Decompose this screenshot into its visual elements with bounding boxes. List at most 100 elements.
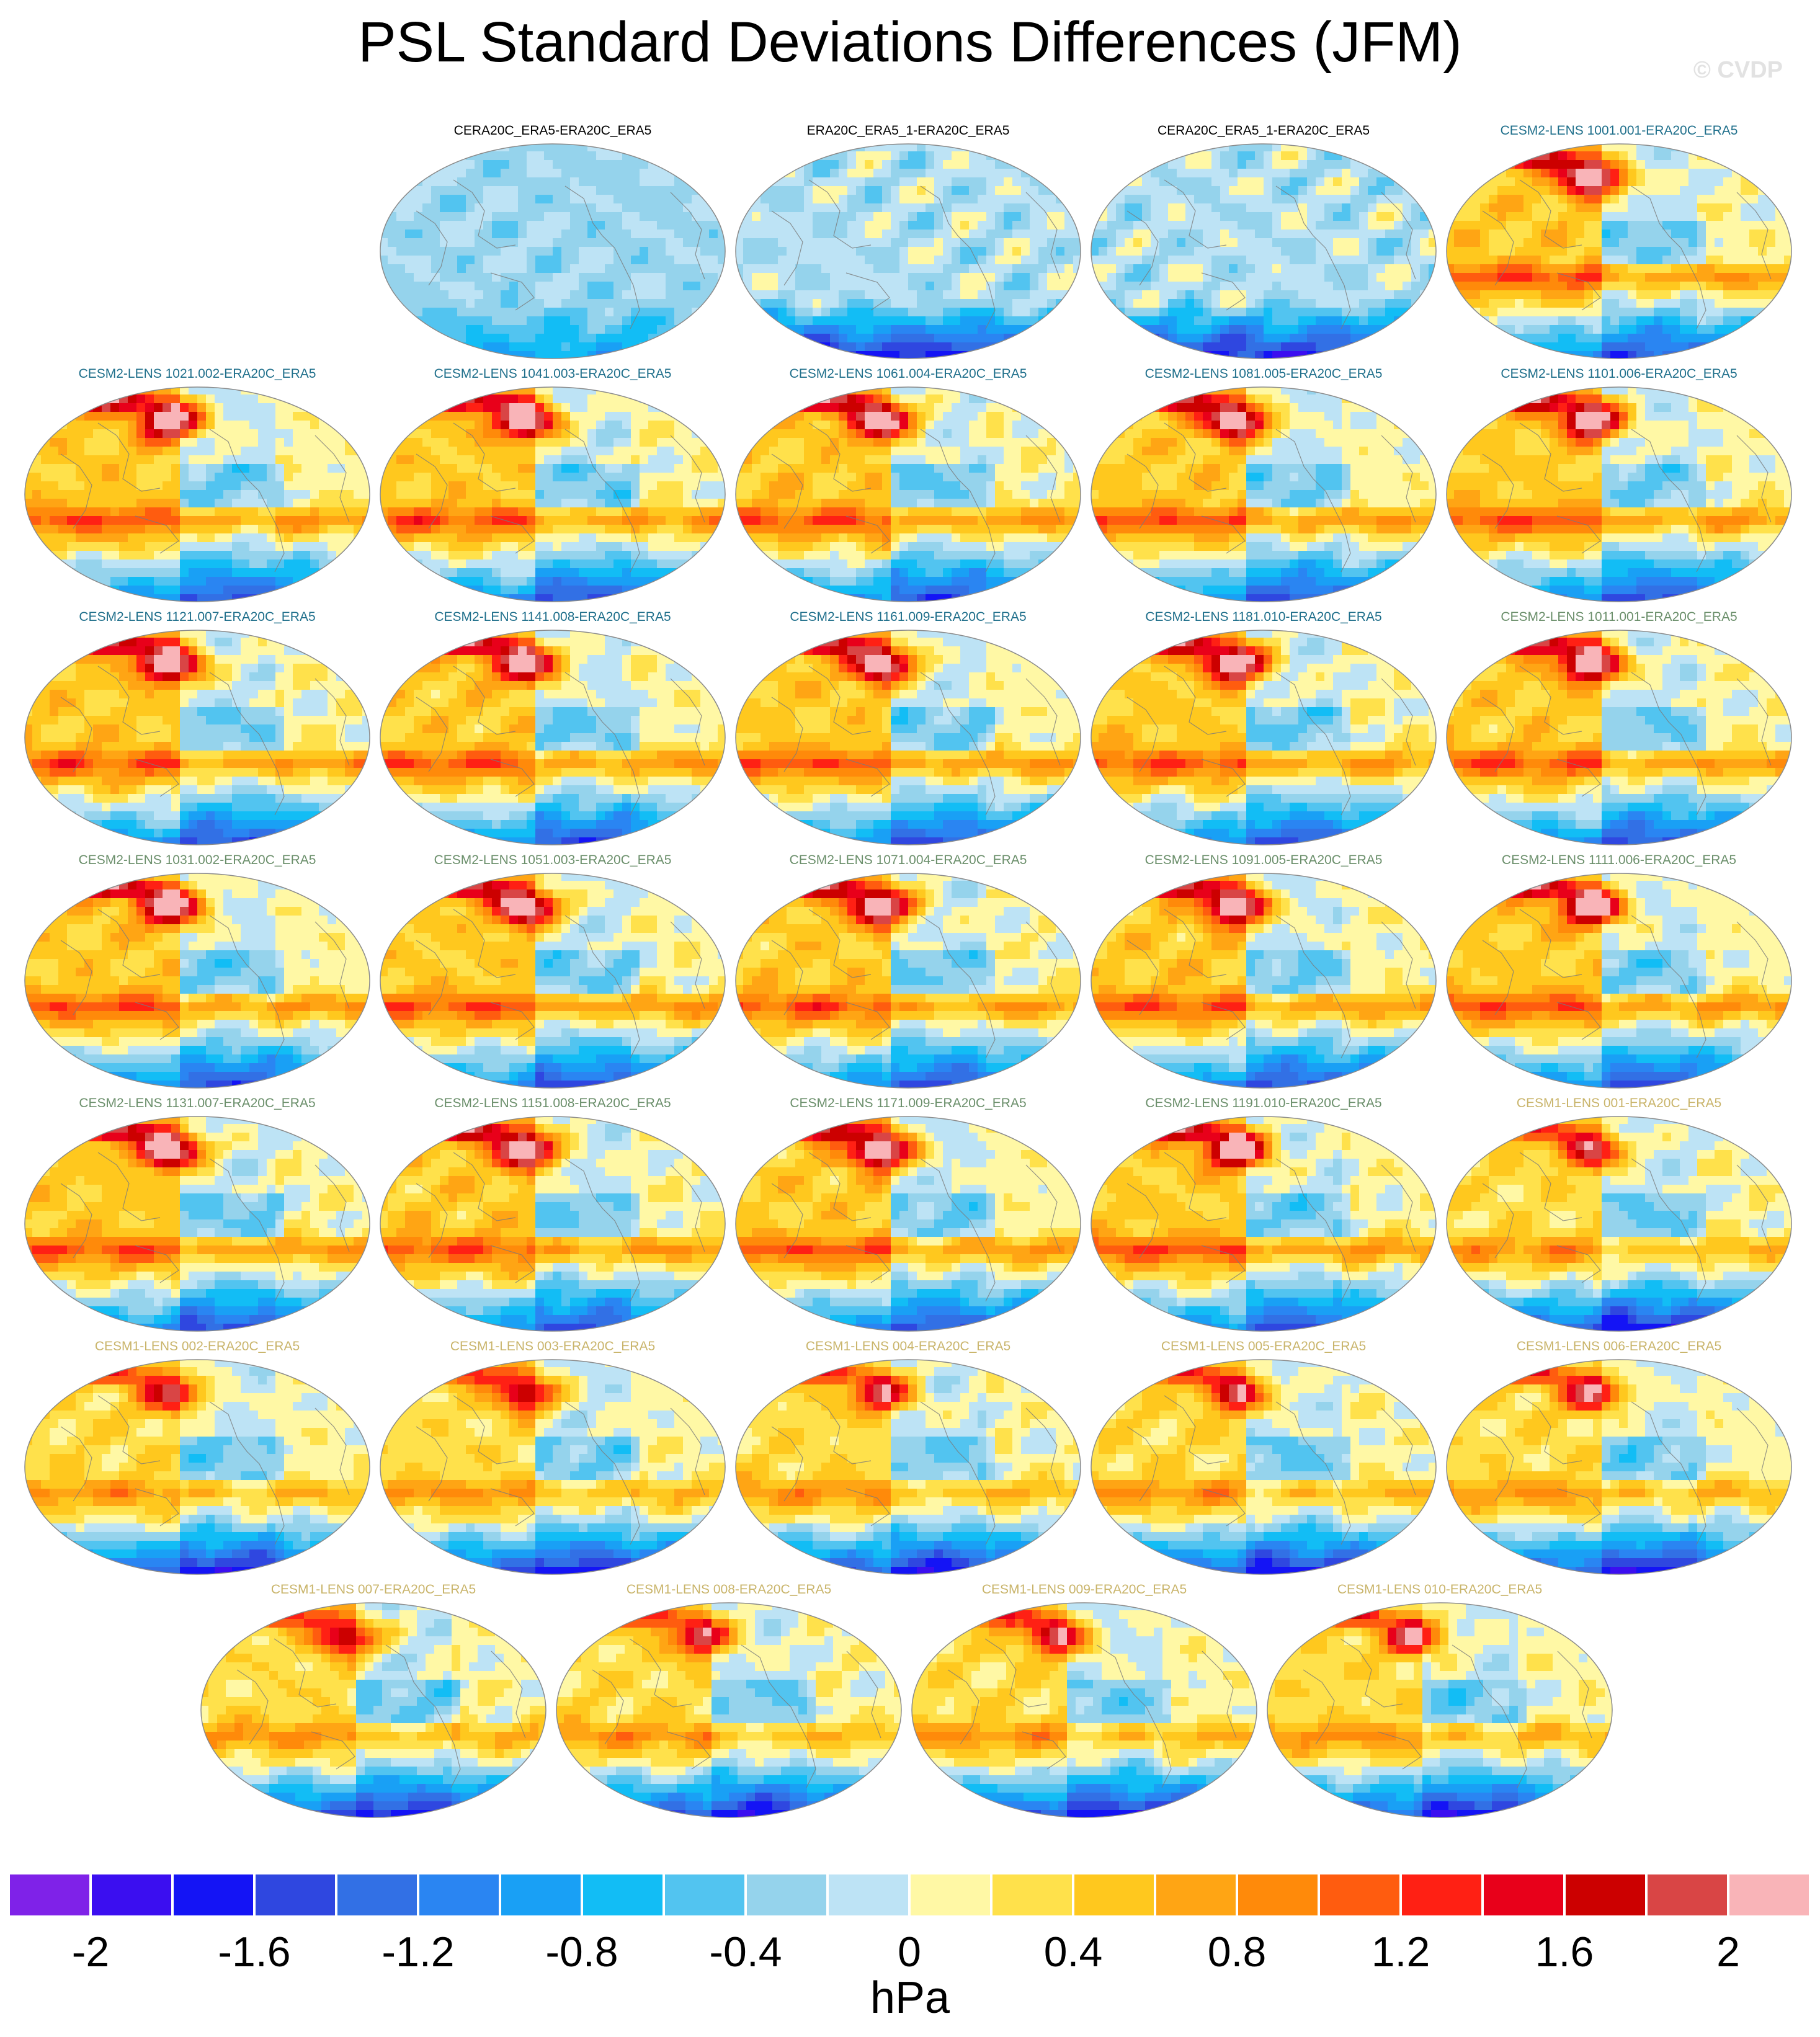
map-panel: CESM1-LENS 008-ERA20C_ERA5 [555,1583,903,1821]
panel-title: CESM1-LENS 002-ERA20C_ERA5 [0,1340,396,1353]
map-panel: CESM2-LENS 1051.003-ERA20C_ERA5 [379,854,726,1092]
map-panel: CESM1-LENS 006-ERA20C_ERA5 [1445,1340,1793,1578]
panel-title: CESM2-LENS 1081.005-ERA20C_ERA5 [1065,367,1462,380]
map-panel: CESM2-LENS 1131.007-ERA20C_ERA5 [24,1097,371,1335]
map-panel: CESM2-LENS 1181.010-ERA20C_ERA5 [1090,610,1437,849]
panel-title: CESM2-LENS 1101.006-ERA20C_ERA5 [1421,367,1818,380]
colorbar-box [91,1873,172,1917]
robinson-map [556,1602,902,1818]
panel-title: CESM2-LENS 1141.008-ERA20C_ERA5 [354,610,751,623]
robinson-map [735,1116,1081,1332]
robinson-map [1091,1359,1437,1575]
robinson-map [1091,143,1437,359]
robinson-map [24,386,370,602]
map-panel: CESM2-LENS 1011.001-ERA20C_ERA5 [1445,610,1793,849]
robinson-map [1446,630,1792,845]
colorbar-box [1319,1873,1401,1917]
colorbar-box [1237,1873,1319,1917]
robinson-map [1091,873,1437,1089]
map-panel: CESM1-LENS 005-ERA20C_ERA5 [1090,1340,1437,1578]
colorbar-box [582,1873,664,1917]
colorbar-tick-label: 0.8 [1208,1928,1267,1976]
map-panel: CESM2-LENS 1191.010-ERA20C_ERA5 [1090,1097,1437,1335]
robinson-map [911,1602,1257,1818]
colorbar-box [418,1873,500,1917]
panel-title: CESM1-LENS 004-ERA20C_ERA5 [710,1340,1107,1353]
map-panel: CESM2-LENS 1091.005-ERA20C_ERA5 [1090,854,1437,1092]
robinson-map [380,143,726,359]
colorbar-box [9,1873,91,1917]
colorbar-tick-label: 1.6 [1535,1928,1594,1976]
panel-title: CESM2-LENS 1021.002-ERA20C_ERA5 [0,367,396,380]
robinson-map [380,630,726,845]
robinson-map [735,386,1081,602]
panel-title: CERA20C_ERA5_1-ERA20C_ERA5 [1065,124,1462,137]
robinson-map [1446,873,1792,1089]
map-panel: CESM2-LENS 1151.008-ERA20C_ERA5 [379,1097,726,1335]
map-panel: CESM2-LENS 1001.001-ERA20C_ERA5 [1445,124,1793,362]
robinson-map [1446,386,1792,602]
panel-title: CESM2-LENS 1171.009-ERA20C_ERA5 [710,1097,1107,1110]
map-panel: ERA20C_ERA5_1-ERA20C_ERA5 [734,124,1082,362]
colorbar-tick-label: 1.2 [1372,1928,1430,1976]
panel-title: CESM1-LENS 009-ERA20C_ERA5 [886,1583,1283,1596]
robinson-map [1446,1359,1792,1575]
panel-title: CESM1-LENS 006-ERA20C_ERA5 [1421,1340,1818,1353]
chart-title: PSL Standard Deviations Differences (JFM… [0,11,1820,74]
robinson-map [24,873,370,1089]
map-panel: CESM2-LENS 1161.009-ERA20C_ERA5 [734,610,1082,849]
panel-title: CESM2-LENS 1131.007-ERA20C_ERA5 [0,1097,396,1110]
map-panel: CESM1-LENS 007-ERA20C_ERA5 [200,1583,547,1821]
colorbar-tick-label: -1.2 [381,1928,454,1976]
colorbar-tick-label: -1.6 [218,1928,290,1976]
map-panel: CESM1-LENS 010-ERA20C_ERA5 [1266,1583,1613,1821]
map-panel: CESM1-LENS 001-ERA20C_ERA5 [1445,1097,1793,1335]
colorbar-box [746,1873,827,1917]
panel-title: CESM1-LENS 010-ERA20C_ERA5 [1241,1583,1638,1596]
robinson-map [1091,386,1437,602]
colorbar-tick-label: 0 [898,1928,921,1976]
panel-title: CESM2-LENS 1061.004-ERA20C_ERA5 [710,367,1107,380]
colorbar-box [1155,1873,1237,1917]
panel-title: CESM1-LENS 008-ERA20C_ERA5 [530,1583,927,1596]
colorbar-tick-label: -2 [72,1928,109,1976]
map-panel: CERA20C_ERA5-ERA20C_ERA5 [379,124,726,362]
panel-title: CESM2-LENS 1071.004-ERA20C_ERA5 [710,854,1107,867]
colorbar-box [664,1873,746,1917]
panel-title: CESM2-LENS 1051.003-ERA20C_ERA5 [354,854,751,867]
panel-title: CESM2-LENS 1011.001-ERA20C_ERA5 [1421,610,1818,623]
map-panel: CESM2-LENS 1081.005-ERA20C_ERA5 [1090,367,1437,605]
colorbar-box [1646,1873,1728,1917]
colorbar-box [336,1873,418,1917]
map-panel: CESM1-LENS 009-ERA20C_ERA5 [911,1583,1258,1821]
map-panel: CESM2-LENS 1061.004-ERA20C_ERA5 [734,367,1082,605]
colorbar-box [1401,1873,1483,1917]
map-panel: CESM1-LENS 004-ERA20C_ERA5 [734,1340,1082,1578]
colorbar-box [1073,1873,1155,1917]
cvdp-watermark: © CVDP [1693,57,1783,84]
colorbar-tick-label: 0.4 [1044,1928,1103,1976]
map-panel: CESM2-LENS 1141.008-ERA20C_ERA5 [379,610,726,849]
panel-title: CESM2-LENS 1001.001-ERA20C_ERA5 [1421,124,1818,137]
panel-title: CESM2-LENS 1111.006-ERA20C_ERA5 [1421,854,1818,867]
colorbar-box [500,1873,582,1917]
panel-title: CESM2-LENS 1161.009-ERA20C_ERA5 [710,610,1107,623]
map-panel: CESM2-LENS 1171.009-ERA20C_ERA5 [734,1097,1082,1335]
robinson-map [380,873,726,1089]
robinson-map [380,1116,726,1332]
robinson-map [735,143,1081,359]
panel-title: CESM2-LENS 1091.005-ERA20C_ERA5 [1065,854,1462,867]
robinson-map [24,630,370,845]
panel-title: CESM1-LENS 005-ERA20C_ERA5 [1065,1340,1462,1353]
robinson-map [200,1602,546,1818]
colorbar-box [991,1873,1073,1917]
map-panel: CESM2-LENS 1101.006-ERA20C_ERA5 [1445,367,1793,605]
panel-title: ERA20C_ERA5_1-ERA20C_ERA5 [710,124,1107,137]
robinson-map [735,630,1081,845]
map-panel: CESM2-LENS 1021.002-ERA20C_ERA5 [24,367,371,605]
robinson-map [735,873,1081,1089]
robinson-map [1267,1602,1613,1818]
panel-title: CESM2-LENS 1121.007-ERA20C_ERA5 [0,610,396,623]
panel-title: CESM2-LENS 1031.002-ERA20C_ERA5 [0,854,396,867]
panel-title: CESM2-LENS 1151.008-ERA20C_ERA5 [354,1097,751,1110]
